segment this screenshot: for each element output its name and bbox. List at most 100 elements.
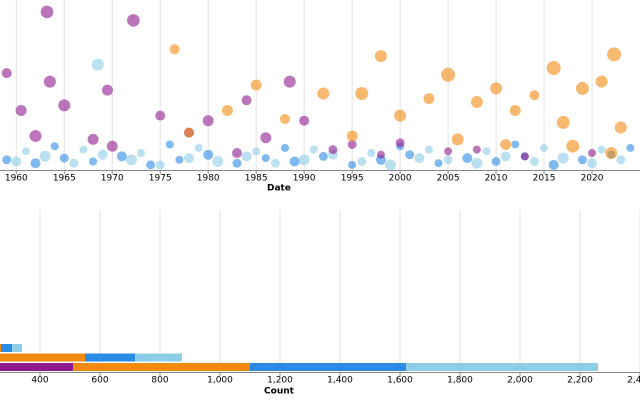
bubble	[540, 143, 549, 152]
bubble	[97, 149, 108, 160]
bubble	[39, 150, 51, 162]
bubble	[566, 139, 580, 153]
bubble	[299, 115, 310, 126]
bubble	[434, 159, 443, 168]
bubble	[241, 95, 252, 106]
bubble	[127, 14, 140, 27]
bubble	[125, 154, 137, 166]
bubble	[575, 81, 589, 95]
x-tick-label: 2,200	[567, 376, 593, 386]
bubble	[175, 155, 184, 164]
bubble	[89, 157, 98, 166]
bubble	[595, 75, 608, 88]
bubble	[443, 155, 453, 165]
bubble	[529, 157, 539, 166]
x-tick-label: 400	[31, 376, 48, 386]
x-tick-label: 1960	[5, 174, 28, 184]
bubble	[405, 150, 415, 160]
bubble	[289, 156, 300, 167]
bubble	[212, 156, 224, 167]
bubble	[357, 157, 367, 166]
bubble	[29, 130, 42, 142]
x-tick-label: 2,400	[627, 376, 640, 386]
bubble	[367, 149, 376, 157]
bubble	[91, 58, 104, 71]
bubble	[40, 5, 54, 19]
bubble	[318, 151, 328, 161]
bubble	[279, 114, 290, 124]
bar-segment	[250, 363, 406, 371]
bubble	[577, 155, 587, 165]
bubble	[241, 151, 252, 162]
bubble	[423, 93, 435, 105]
bubble	[470, 96, 483, 108]
bubble	[232, 158, 242, 168]
bar-segment	[0, 363, 73, 371]
bubble	[355, 87, 369, 100]
bubble	[482, 147, 491, 156]
bubble	[165, 140, 174, 149]
bubble	[260, 132, 272, 144]
x-tick-label: 1980	[197, 174, 220, 184]
bubble	[395, 138, 405, 148]
bubble	[546, 61, 561, 75]
bar-segment	[12, 344, 22, 352]
bubble	[59, 153, 69, 163]
bubble	[309, 145, 318, 154]
bubble	[116, 151, 127, 162]
bubble	[472, 145, 481, 154]
x-tick-label: 1,600	[387, 376, 413, 386]
bubble	[500, 139, 512, 150]
bubble	[588, 149, 597, 157]
bubble	[43, 75, 56, 88]
bubble	[30, 158, 41, 169]
x-tick-label: 600	[91, 376, 108, 386]
bubble	[194, 143, 203, 152]
bubble	[394, 109, 407, 122]
x-tick-label: 1985	[245, 174, 268, 184]
bubble	[509, 105, 521, 116]
bubble	[348, 160, 357, 169]
x-tick-label: 1,000	[207, 376, 233, 386]
x-tick-label: 1965	[53, 174, 76, 184]
x-tick-label: 1,800	[447, 376, 473, 386]
bubble	[280, 143, 289, 152]
x-tick-label: 1990	[293, 174, 316, 184]
x-tick-label: 1970	[101, 174, 124, 184]
bubble	[374, 50, 387, 63]
x-tick-label: 2,000	[507, 376, 533, 386]
bubble	[58, 99, 71, 112]
bubble	[557, 152, 569, 164]
bubble	[471, 157, 483, 169]
bubble	[250, 79, 262, 91]
x-axis-title: Date	[267, 184, 291, 194]
bubble	[221, 105, 233, 116]
bubble	[137, 149, 146, 157]
bubble	[616, 155, 626, 165]
x-tick-label: 1,400	[327, 376, 353, 386]
bubble	[529, 90, 540, 101]
bubble	[587, 158, 598, 169]
bubble	[101, 84, 113, 96]
bubble	[146, 160, 156, 170]
bubble	[347, 140, 357, 149]
bubble	[50, 142, 59, 151]
bubble	[626, 143, 635, 152]
bubble	[614, 121, 627, 134]
bubble	[270, 158, 280, 168]
bubble	[298, 154, 310, 166]
bubble	[597, 145, 606, 154]
bubble	[490, 82, 503, 95]
bubble	[491, 157, 501, 166]
bubble	[444, 147, 453, 156]
bubble	[462, 153, 473, 164]
bubble	[11, 156, 22, 167]
bubble	[184, 153, 195, 164]
x-tick-label: 1,200	[267, 376, 293, 386]
bar-segment	[0, 353, 85, 362]
bubble	[605, 147, 618, 159]
bubble	[87, 133, 99, 145]
x-tick-label: 2000	[389, 174, 412, 184]
bubble	[203, 149, 214, 160]
